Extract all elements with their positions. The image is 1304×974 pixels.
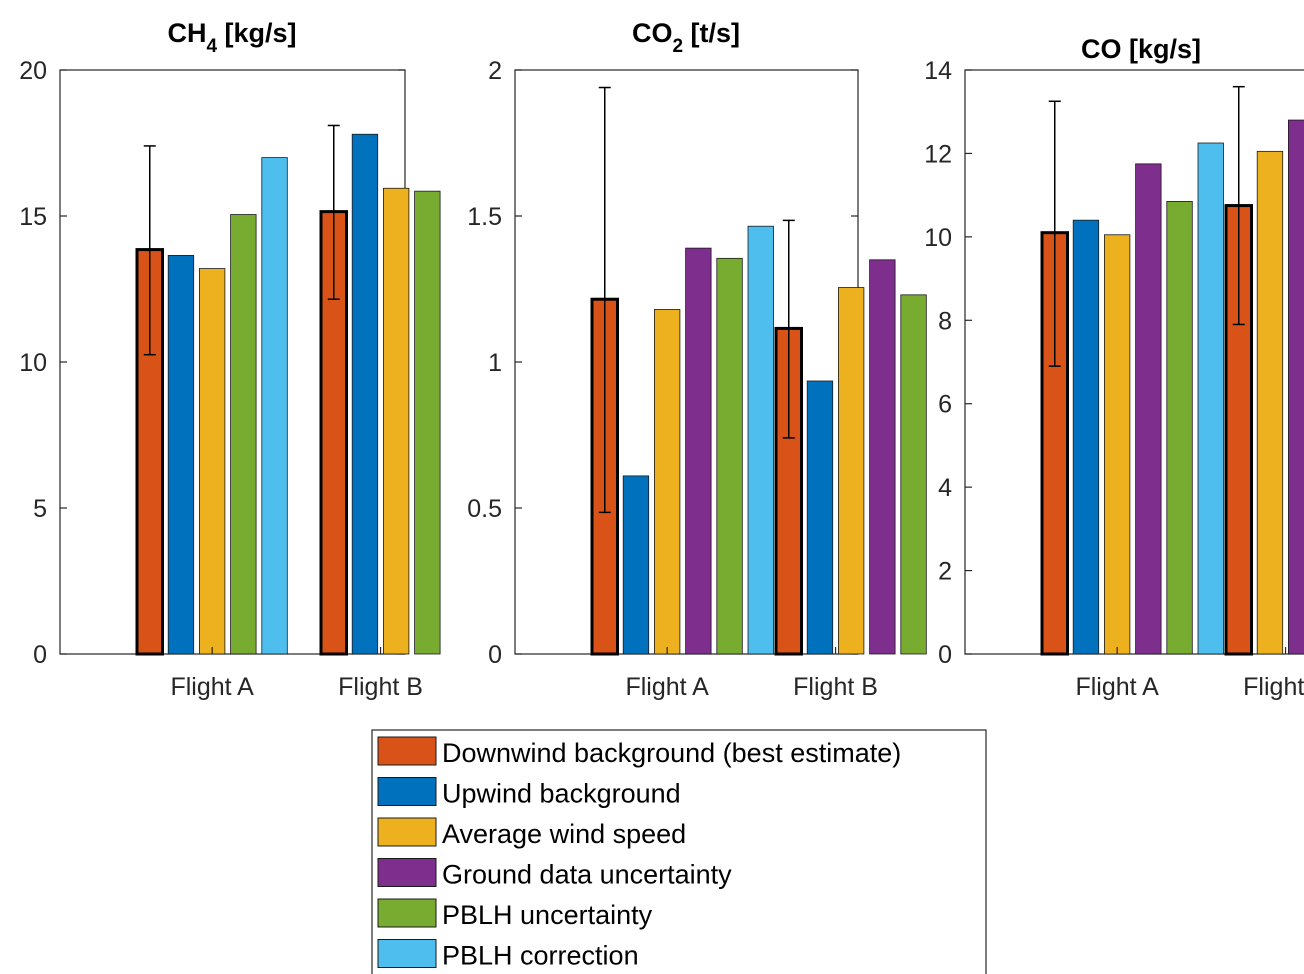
y-tick-label: 12 [924,140,952,168]
y-tick-label: 10 [924,224,952,252]
y-tick-label: 14 [924,57,952,85]
y-tick-label: 10 [19,349,47,377]
legend-swatch-6 [377,939,437,968]
legend-label-3: Average wind speed [442,819,686,849]
legend-swatch-2 [377,777,437,806]
chart-panel-1: 0 5 10 15 20 Flight A Flight B CH4 [kg/s] [19,18,441,701]
x-tick-label: Flight B [338,673,423,701]
bar-1-flight-a-series-3 [198,268,226,655]
legend-swatch-5 [377,898,437,928]
chart-title: CO2 [t/s] [632,18,740,57]
y-tick-label: 0.5 [467,495,502,523]
y-tick-label: 15 [19,203,47,231]
bar-2-flight-a-series-4 [685,247,712,655]
bar-1-flight-a-series-6 [261,157,288,655]
x-tick-label: Flight B [1243,673,1304,701]
y-tick-label: 2 [488,57,502,85]
bar-1-flight-b-series-2 [351,133,379,655]
bar-1-flight-a-series-2 [167,255,195,655]
legend-box [371,729,987,974]
bar-3-flight-b-series-3 [1256,150,1284,655]
chart-panel-3: 0 2 4 6 8 10 12 14 Flight A Flight B CO [kg/s] [924,34,1304,701]
y-tick-label: 6 [938,391,952,419]
legend-label-6: PBLH correction [442,941,639,971]
chart-title: CH4 [kg/s] [167,18,296,57]
y-tick-label: 0 [33,641,47,669]
bar-1-flight-b-series-3 [382,187,410,655]
legend-label-4: Ground data uncertainty [442,860,732,890]
legend-label-1: Downwind background (best estimate) [442,738,901,768]
bar-2-flight-b-series-3 [838,287,865,655]
x-tick-label: Flight A [1075,673,1159,701]
x-tick-label: Flight B [793,673,878,701]
bar-2-flight-a-series-2 [622,475,650,655]
y-tick-label: 2 [938,558,952,586]
bar-2-flight-a-series-6 [747,225,774,655]
axes-box [964,69,1304,655]
bar-2-flight-b-series-2 [806,380,834,655]
legend-swatch-1 [377,736,437,766]
bar-3-flight-a-series-5 [1166,200,1193,655]
legend: Downwind background (best estimate) Upwin… [371,729,987,974]
y-tick-label: 5 [33,495,47,523]
y-tick-label: 1 [488,349,502,377]
x-tick-label: Flight A [625,673,709,701]
bar-3-flight-b-series-4 [1288,119,1304,655]
bar-2-flight-b-series-4 [869,259,896,655]
bar-2-flight-b-series-5 [900,294,927,655]
bar-3-flight-a-series-3 [1104,234,1131,655]
y-tick-label: 4 [938,474,952,502]
legend-swatch-4 [377,858,437,887]
bar-2-flight-a-series-5 [716,257,743,655]
chart-title: CO [kg/s] [1081,34,1201,64]
y-tick-label: 0 [938,641,952,669]
legend-label-2: Upwind background [442,779,681,809]
bar-1-flight-b-series-5 [414,190,441,655]
bar-3-flight-a-series-4 [1135,163,1162,655]
bar-3-flight-a-series-2 [1072,219,1100,655]
bar-2-flight-a-series-3 [654,309,681,655]
x-tick-label: Flight A [170,673,254,701]
bar-3-flight-a-series-6 [1197,142,1224,655]
y-tick-label: 1.5 [467,203,502,231]
bar-2-flight-b-series-1 [774,326,803,656]
y-tick-label: 0 [488,641,502,669]
y-tick-label: 8 [938,307,952,335]
legend-swatch-3 [377,817,437,847]
chart-panel-2: 0 0.5 1 1.5 2 Flight A Flight B CO2 [t/s] [467,18,927,701]
y-tick-label: 20 [19,57,47,85]
bar-1-flight-a-series-5 [230,214,257,655]
legend-label-5: PBLH uncertainty [442,900,653,930]
